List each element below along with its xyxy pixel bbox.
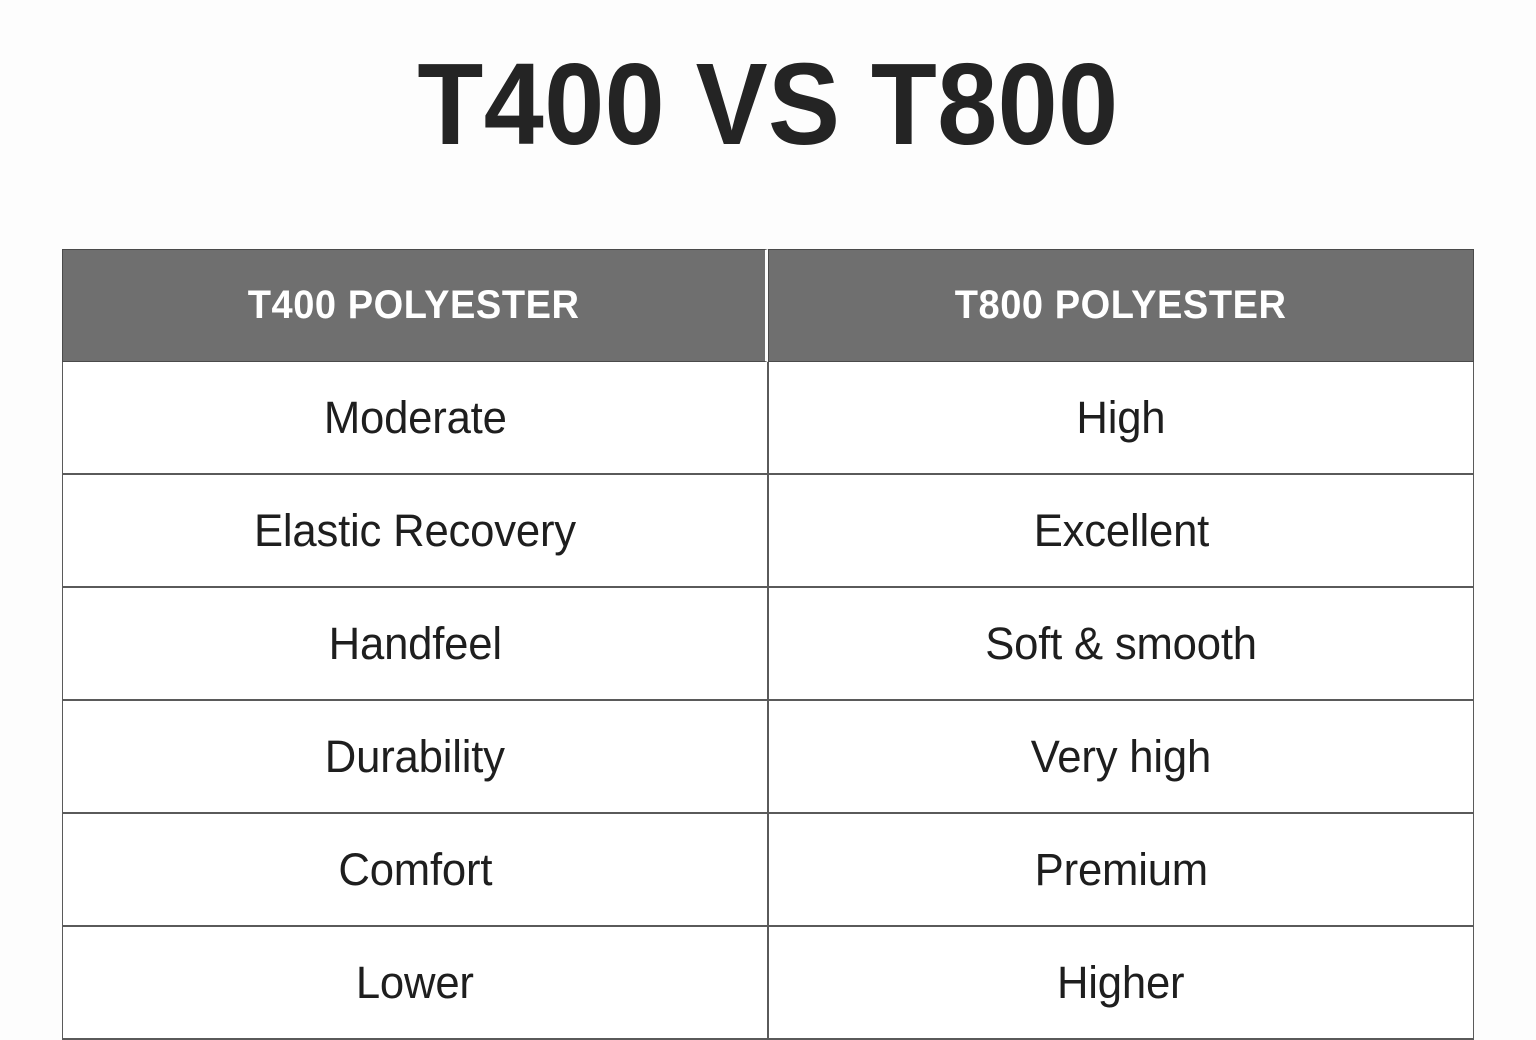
table-cell-t400: Durability bbox=[62, 701, 768, 814]
cell-value: Higher bbox=[1057, 956, 1185, 1008]
table-cell-t800: Soft & smooth bbox=[768, 588, 1474, 701]
cell-value: Durability bbox=[325, 730, 505, 782]
table-row: Elastic Recovery Excellent bbox=[62, 475, 1474, 588]
table-row: Durability Very high bbox=[62, 701, 1474, 814]
table-cell-t400: Lower bbox=[62, 927, 768, 1040]
column-header-t400-label: T400 POLYESTER bbox=[248, 283, 580, 327]
table-cell-t800: High bbox=[768, 362, 1474, 475]
page-title-container: T400 VS T800 bbox=[0, 46, 1536, 162]
cell-value: Soft & smooth bbox=[985, 617, 1257, 669]
table-cell-t400: Elastic Recovery bbox=[62, 475, 768, 588]
table-body: Moderate High Elastic Recovery Excellent… bbox=[62, 362, 1474, 1040]
cell-value: Elastic Recovery bbox=[254, 504, 576, 556]
table-cell-t400: Handfeel bbox=[62, 588, 768, 701]
cell-value: Lower bbox=[356, 956, 474, 1008]
table-cell-t400: Comfort bbox=[62, 814, 768, 927]
table-cell-t400: Moderate bbox=[62, 362, 768, 475]
table-cell-t800: Premium bbox=[768, 814, 1474, 927]
cell-value: Comfort bbox=[338, 843, 492, 895]
column-header-t400: T400 POLYESTER bbox=[62, 249, 768, 362]
table-cell-t800: Excellent bbox=[768, 475, 1474, 588]
table-row: Lower Higher bbox=[62, 927, 1474, 1040]
column-header-t800: T800 POLYESTER bbox=[768, 249, 1474, 362]
table-row: Comfort Premium bbox=[62, 814, 1474, 927]
table-cell-t800: Higher bbox=[768, 927, 1474, 1040]
table-cell-t800: Very high bbox=[768, 701, 1474, 814]
cell-value: Excellent bbox=[1033, 504, 1209, 556]
table-row: Moderate High bbox=[62, 362, 1474, 475]
comparison-table: T400 POLYESTER T800 POLYESTER Moderate H… bbox=[62, 249, 1474, 1040]
column-header-t800-label: T800 POLYESTER bbox=[955, 283, 1287, 327]
table-row: Handfeel Soft & smooth bbox=[62, 588, 1474, 701]
cell-value: Very high bbox=[1030, 730, 1212, 782]
table-header-row: T400 POLYESTER T800 POLYESTER bbox=[62, 249, 1474, 362]
cell-value: Handfeel bbox=[328, 617, 502, 669]
table-header: T400 POLYESTER T800 POLYESTER bbox=[62, 249, 1474, 362]
cell-value: High bbox=[1076, 391, 1166, 443]
cell-value: Moderate bbox=[323, 391, 507, 443]
cell-value: Premium bbox=[1034, 843, 1208, 895]
page-title: T400 VS T800 bbox=[417, 39, 1119, 169]
